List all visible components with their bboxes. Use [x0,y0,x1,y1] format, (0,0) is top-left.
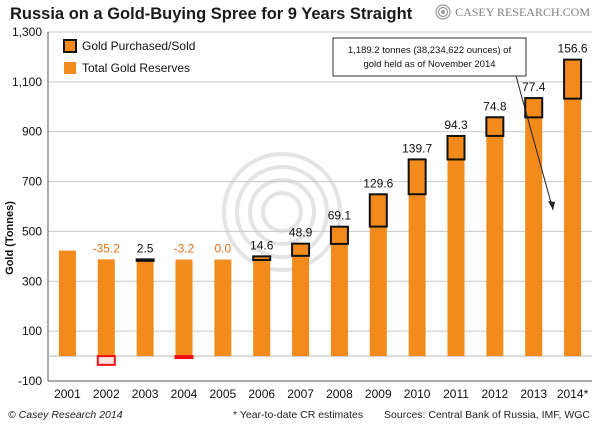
x-tick-label: 2008 [326,387,353,401]
x-tick-label: 2010 [404,387,431,401]
brand-name: CASEY RESEARCH.COM [455,4,590,19]
brand-logo: CASEY RESEARCH.COM [435,4,590,20]
data-label: -35.2 [93,241,121,255]
chart-title: Russia on a Gold-Buying Spree for 9 Year… [10,5,413,23]
bars [58,58,583,366]
annotation-arrowhead [548,201,555,210]
legend-swatch-total [64,62,76,74]
purchased-box [446,134,466,161]
total-reserves-bar [175,259,193,357]
y-tick-label: 1,100 [12,75,42,89]
x-tick-label: 2012 [482,387,509,401]
grid-lines [48,31,592,382]
data-label: 0.0 [215,242,232,256]
data-label: 14.6 [250,238,274,252]
total-reserves-bar [136,259,154,357]
total-reserves-bar [292,243,310,357]
data-label: 94.3 [444,118,468,132]
annotation-callout: 1,189.2 tonnes (38,234,622 ounces) of go… [332,37,555,211]
data-label: -3.2 [174,242,195,256]
y-tick-label: 1,300 [12,25,42,39]
purchased-box [252,255,272,261]
data-label: 139.7 [402,141,432,155]
data-labels: -35.2 2.5 -3.2 0.0 14.6 48.9 69.1 129.6 139.7 94.… [93,42,588,256]
y-tick-label: 500 [22,224,42,238]
total-reserves-bar [525,98,543,357]
sources-note: Sources: Central Bank of Russia, IMF, WG… [384,409,590,421]
total-reserves-bar [564,59,582,357]
legend: Gold Purchased/Sold Total Gold Reserves [63,39,195,75]
total-reserves-bar [253,256,271,357]
copyright-note: © Casey Research 2014 [8,409,123,421]
total-reserves-bar [447,135,465,357]
casey-logo-icon [435,4,451,20]
purchased-box [135,258,155,262]
y-tick-label: 700 [22,175,42,189]
sold-box [96,355,116,366]
legend-label-purchased: Gold Purchased/Sold [82,39,195,53]
annotation-arrow [515,75,554,211]
legend-swatch-purchased [63,39,77,53]
data-label: 77.4 [522,80,546,94]
watermark-logo [222,152,342,272]
total-reserves-bar [214,259,232,357]
purchased-box [329,225,349,245]
sold-box [174,355,194,360]
x-tick-label: 2007 [287,387,314,401]
data-label: 48.9 [289,226,313,240]
total-reserves-bar [369,194,387,357]
data-label: 129.6 [363,176,393,190]
total-reserves-bar [58,250,76,357]
data-label: 156.6 [558,42,588,56]
x-tick-label: 2004 [171,387,198,401]
annotation-line-2: gold held as of November 2014 [363,59,495,70]
total-reserves-bar [97,259,115,357]
y-axis-title: Gold (Tonnes) [4,201,16,275]
x-tick-label: 2014* [557,387,589,401]
annotation-line-1: 1,189.2 tonnes (38,234,622 ounces) of [348,45,512,56]
x-tick-label: 2011 [443,387,469,401]
data-label: 74.8 [483,99,507,113]
annotation-box [332,37,527,77]
x-tick-label: 2013 [520,387,547,401]
x-tick-label: 2009 [365,387,392,401]
total-reserves-bar [486,117,504,357]
total-reserves-bar [330,226,348,357]
purchased-box [291,242,311,257]
y-tick-label: 900 [22,125,42,139]
y-tick-label: 100 [22,324,42,338]
x-tick-label: 2006 [248,387,275,401]
estimate-note: * Year-to-date CR estimates [233,409,364,421]
axes: -100 100 300 500 700 900 1,100 1,300 2001 2002 200… [12,25,592,401]
x-tick-label: 2002 [93,387,120,401]
purchased-box [563,58,583,100]
x-tick-label: 2001 [54,387,81,401]
purchased-box [407,158,427,196]
legend-label-total: Total Gold Reserves [82,61,190,75]
x-tick-label: 2005 [210,387,237,401]
data-label: 2.5 [137,241,154,255]
y-tick-label: 300 [22,274,42,288]
purchased-box [368,193,388,228]
total-reserves-bar [408,159,426,357]
y-tick-label: -100 [18,374,42,388]
x-tick-label: 2003 [132,387,159,401]
purchased-box [485,116,505,137]
data-label: 69.1 [328,209,352,223]
